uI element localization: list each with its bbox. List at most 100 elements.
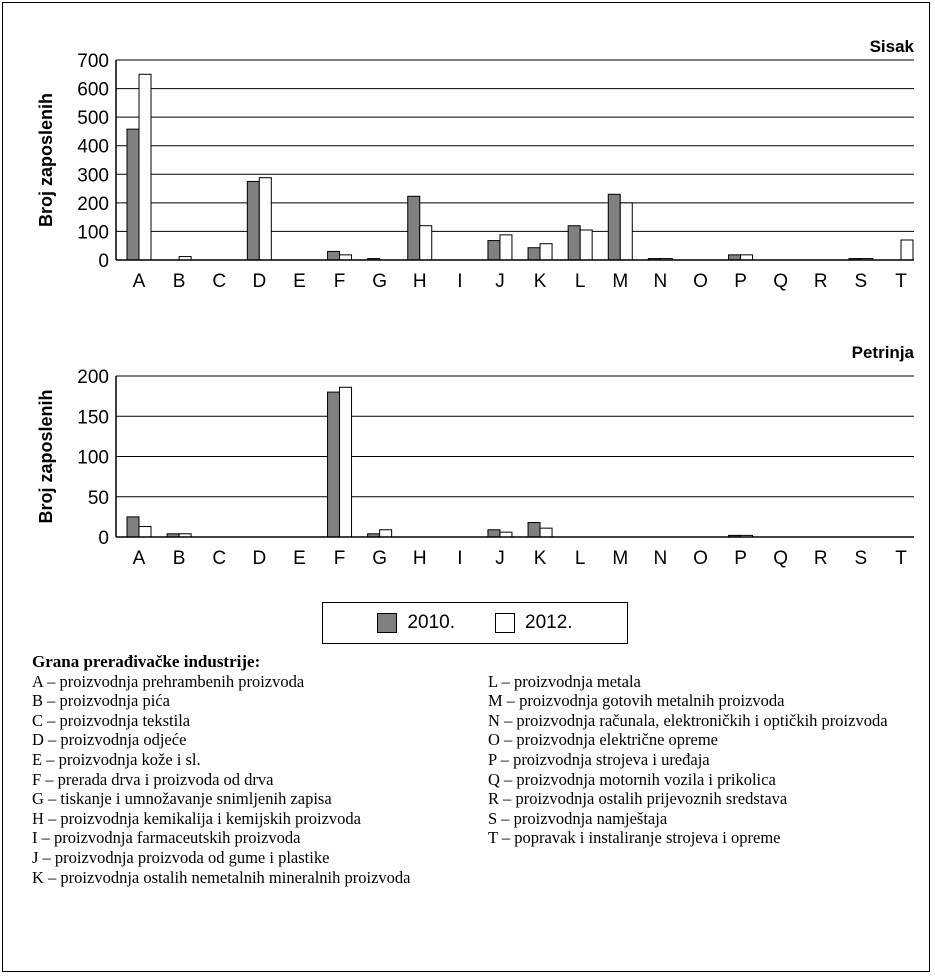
sisak-title: Sisak xyxy=(870,37,915,56)
petrinja-y-tick-label: 0 xyxy=(98,528,109,549)
sisak-bar-2012-P xyxy=(740,254,754,261)
left-item: K – proizvodnja ostalih nemetalnih miner… xyxy=(32,867,411,887)
sisak-x-tick-label: M xyxy=(612,271,628,292)
sisak-x-tick-label: C xyxy=(212,271,226,292)
sisak-bar-2010-J xyxy=(487,240,501,261)
left-item: G – tiskanje i umnožavanje snimljenih za… xyxy=(32,789,332,809)
petrinja-x-tick-label: A xyxy=(133,548,146,569)
sisak-x-tick-label: B xyxy=(173,271,186,292)
petrinja-bar-2012-K xyxy=(539,527,553,538)
sisak-bar-2012-M xyxy=(619,202,633,261)
sisak-y-tick-label: 0 xyxy=(98,251,109,272)
sisak-bar-2012-F xyxy=(339,254,353,261)
left-item: D – proizvodnja odjeće xyxy=(32,730,187,750)
sisak-y-tick-label: 700 xyxy=(77,51,109,72)
sisak-y-tick-label: 200 xyxy=(77,194,109,215)
notes-right-column: L – proizvodnja metala M – proizvodnja go… xyxy=(488,672,908,888)
sisak-x-tick-label: H xyxy=(413,271,427,292)
sisak-x-tick-label: S xyxy=(855,271,868,292)
petrinja-x-tick-label: M xyxy=(612,548,628,569)
petrinja-x-tick-label: J xyxy=(495,548,505,569)
legend: 2010. 2012. xyxy=(322,602,628,644)
petrinja-bar-2012-G xyxy=(379,529,393,538)
sisak-bar-2012-J xyxy=(499,234,513,261)
petrinja-x-tick-label: H xyxy=(413,548,427,569)
sisak-x-tick-label: N xyxy=(654,271,668,292)
petrinja-bar-2012-F xyxy=(339,386,353,538)
left-item: I – proizvodnja farmaceutskih proizvoda xyxy=(32,828,301,848)
right-item: P – proizvodnja strojeva i uređaja xyxy=(488,749,710,769)
legend-label-2010: 2010. xyxy=(407,612,455,633)
petrinja-bar-2010-J xyxy=(487,529,501,538)
legend-swatch-2010 xyxy=(377,613,398,633)
left-item: H – proizvodnja kemikalija i kemijskih p… xyxy=(32,808,362,828)
sisak-bar-2010-D xyxy=(246,180,260,261)
left-item: A – proizvodnja prehrambenih proizvoda xyxy=(32,671,305,691)
sisak-y-tick-label: 500 xyxy=(77,108,109,129)
sisak-y-tick-label: 300 xyxy=(77,165,109,186)
notes-left-column: A – proizvodnja prehrambenih proizvoda B … xyxy=(32,672,472,888)
right-item: O – proizvodnja električne opreme xyxy=(488,730,718,750)
petrinja-y-tick-label: 150 xyxy=(77,407,109,428)
sisak-x-tick-label: J xyxy=(495,271,505,292)
right-item: T – popravak i instaliranje strojeva i o… xyxy=(488,828,781,848)
sisak-bar-2010-K xyxy=(527,247,541,261)
petrinja-x-tick-label: E xyxy=(293,548,306,569)
sisak-x-tick-label: D xyxy=(252,271,266,292)
sisak-bar-2010-M xyxy=(607,193,621,261)
legend-item-2012: 2012. xyxy=(495,612,573,634)
left-item: E – proizvodnja kože i sl. xyxy=(32,749,201,769)
sisak-x-tick-label: A xyxy=(133,271,146,292)
petrinja-bar-2010-K xyxy=(527,522,541,538)
petrinja-x-tick-label: D xyxy=(252,548,266,569)
sisak-bar-2012-A xyxy=(138,73,152,261)
sisak-bar-2010-L xyxy=(567,225,581,261)
petrinja-x-tick-label: R xyxy=(814,548,828,569)
petrinja-x-tick-label: O xyxy=(693,548,708,569)
legend-label-2012: 2012. xyxy=(525,612,573,633)
petrinja-bar-2010-A xyxy=(126,516,140,538)
petrinja-x-tick-label: P xyxy=(734,548,747,569)
petrinja-x-tick-label: K xyxy=(534,548,547,569)
petrinja-y-axis-label: Broj zaposlenih xyxy=(36,389,56,523)
sisak-x-tick-label: I xyxy=(457,271,462,292)
sisak-x-tick-label: T xyxy=(895,271,907,292)
sisak-x-tick-label: G xyxy=(372,271,387,292)
right-item: M – proizvodnja gotovih metalnih proizvo… xyxy=(488,691,785,711)
petrinja-x-tick-label: F xyxy=(334,548,346,569)
sisak-bar-2012-T xyxy=(900,239,914,261)
sisak-bar-2012-K xyxy=(539,243,553,261)
petrinja-x-tick-label: T xyxy=(895,548,907,569)
left-item: B – proizvodnja pića xyxy=(32,691,170,711)
sisak-x-tick-label: P xyxy=(734,271,747,292)
petrinja-bar-2010-F xyxy=(327,391,341,538)
right-item: R – proizvodnja ostalih prijevoznih sred… xyxy=(488,789,788,809)
left-item: J – proizvodnja proizvoda od gume i plas… xyxy=(32,847,330,867)
petrinja-x-tick-label: S xyxy=(855,548,868,569)
right-item: N – proizvodnja računala, elektroničkih … xyxy=(488,710,888,730)
sisak-y-tick-label: 600 xyxy=(77,80,109,101)
sisak-x-tick-label: L xyxy=(575,271,586,292)
legend-swatch-2012 xyxy=(495,613,515,633)
petrinja-y-tick-label: 200 xyxy=(77,367,109,388)
petrinja-title: Petrinja xyxy=(852,343,915,362)
petrinja-bar-2012-A xyxy=(138,526,152,538)
petrinja-x-tick-label: L xyxy=(575,548,586,569)
sisak-y-tick-label: 100 xyxy=(77,222,109,243)
petrinja-x-tick-label: C xyxy=(212,548,226,569)
sisak-bar-2010-A xyxy=(126,128,140,261)
petrinja-x-tick-label: I xyxy=(457,548,462,569)
sisak-bar-2010-H xyxy=(407,195,421,261)
sisak-bar-2012-D xyxy=(258,177,272,261)
petrinja-y-tick-label: 50 xyxy=(88,488,109,509)
petrinja-x-tick-label: Q xyxy=(773,548,788,569)
sisak-bar-2012-H xyxy=(419,225,433,261)
sisak-y-axis-label: Broj zaposlenih xyxy=(36,93,56,227)
sisak-y-tick-label: 400 xyxy=(77,137,109,158)
industry-branch-notes: Grana prerađivačke industrije: A – proiz… xyxy=(32,652,912,887)
left-item: C – proizvodnja tekstila xyxy=(32,710,191,730)
sisak-bar-2012-L xyxy=(579,229,593,261)
sisak-x-tick-label: F xyxy=(334,271,346,292)
